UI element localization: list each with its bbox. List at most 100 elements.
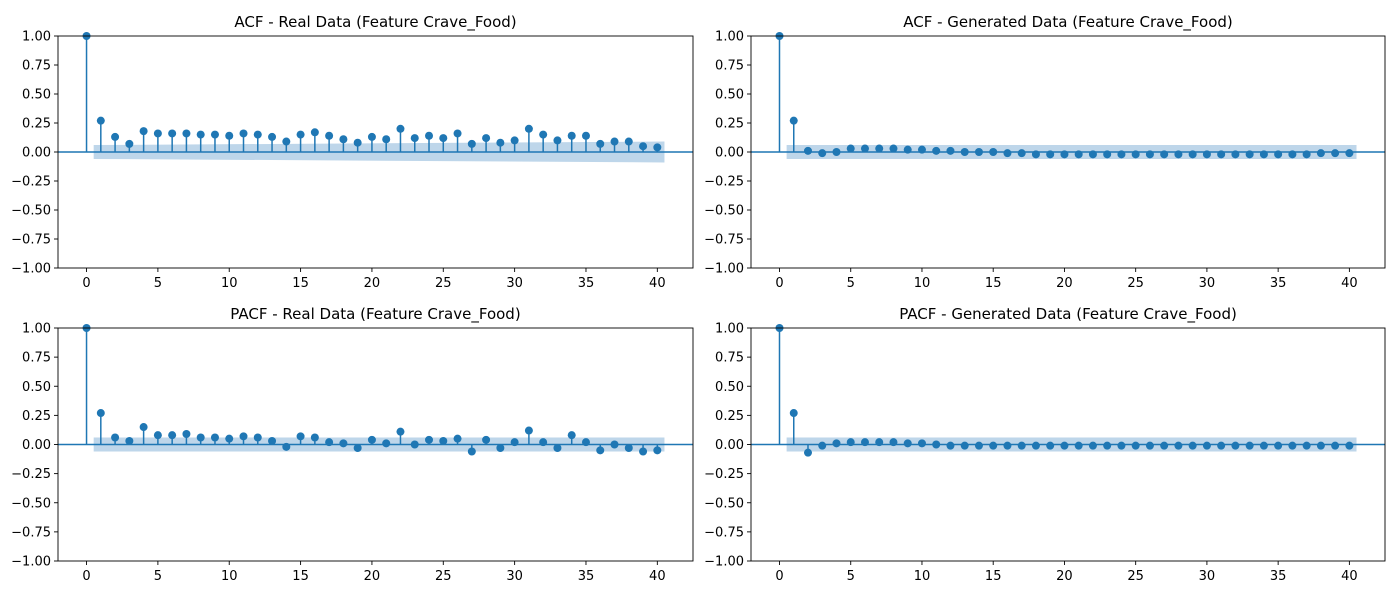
stem-marker-lag-18	[339, 135, 348, 144]
stem-marker-lag-2	[803, 448, 812, 457]
stem-marker-lag-36	[1288, 150, 1297, 159]
x-tick-label: 0	[775, 276, 783, 291]
stem-marker-lag-8	[889, 438, 898, 447]
stem-marker-lag-29	[1188, 441, 1197, 450]
stem-marker-lag-28	[1174, 441, 1183, 450]
stem-marker-lag-15	[296, 130, 305, 139]
x-tick-label: 25	[435, 276, 452, 291]
stem-marker-lag-33	[1245, 441, 1254, 450]
y-tick-label: −0.75	[704, 525, 744, 540]
y-tick-label: 0.25	[22, 409, 51, 424]
stem-marker-lag-23	[410, 440, 419, 449]
x-tick-label: 20	[364, 276, 381, 291]
stem-marker-lag-16	[310, 433, 319, 442]
stem-marker-lag-40	[1345, 441, 1354, 450]
x-tick-label: 30	[506, 569, 523, 584]
stem-marker-lag-30	[1202, 150, 1211, 159]
stem-marker-lag-24	[1117, 441, 1126, 450]
x-tick-label: 30	[1199, 276, 1216, 291]
stem-marker-lag-17	[325, 131, 334, 140]
y-tick-label: 0.25	[22, 117, 51, 132]
stem-marker-lag-6	[860, 438, 869, 447]
stem-marker-lag-12	[253, 130, 262, 139]
stem-marker-lag-35	[1274, 150, 1283, 159]
stem-marker-lag-1	[789, 409, 798, 418]
x-tick-label: 40	[649, 569, 666, 584]
stem-marker-lag-11	[932, 440, 941, 449]
stem-marker-lag-4	[832, 148, 841, 156]
stem-marker-lag-39	[639, 447, 648, 456]
y-tick-label: 0.00	[715, 438, 744, 453]
stem-marker-lag-22	[1088, 441, 1097, 450]
stem-marker-lag-25	[1131, 441, 1140, 450]
stem-marker-lag-27	[467, 139, 476, 148]
x-tick-label: 5	[847, 569, 855, 584]
stem-marker-lag-37	[610, 440, 619, 449]
y-tick-label: 1.00	[22, 30, 51, 45]
stem-marker-lag-8	[889, 144, 898, 153]
stem-marker-lag-3	[125, 437, 134, 446]
x-tick-label: 40	[649, 276, 666, 291]
stem-marker-lag-40	[653, 446, 662, 455]
stem-marker-lag-30	[1202, 441, 1211, 450]
stem-marker-lag-24	[425, 131, 434, 140]
y-tick-label: −1.00	[704, 555, 744, 570]
chart-panel-1: −1.00 −0.75 −0.50 −0.25 0.00 0.25 0.50 0.75 1.00…	[11, 13, 694, 291]
stem-marker-lag-26	[453, 129, 462, 138]
stem-marker-lag-8	[196, 130, 205, 139]
stem-marker-lag-33	[553, 136, 562, 145]
stem-marker-lag-39	[1331, 441, 1340, 450]
stem-marker-lag-32	[1231, 150, 1240, 159]
x-tick-label: 20	[1056, 569, 1073, 584]
stem-marker-lag-37	[1302, 441, 1311, 450]
stem-marker-lag-20	[1060, 441, 1069, 450]
stem-marker-lag-37	[610, 137, 619, 146]
y-tick-label: −1.00	[11, 262, 51, 277]
stem-marker-lag-16	[310, 128, 319, 137]
stem-marker-lag-26	[453, 434, 462, 443]
stem-marker-lag-31	[524, 124, 533, 133]
stem-marker-lag-25	[439, 437, 448, 446]
stem-marker-lag-16	[1003, 149, 1012, 158]
y-tick-label: −0.50	[11, 204, 51, 219]
stem-marker-lag-36	[596, 139, 605, 148]
x-tick-label: 5	[154, 276, 162, 291]
stem-marker-lag-5	[153, 129, 162, 138]
stem-marker-lag-40	[1345, 149, 1354, 158]
stem-marker-lag-13	[268, 132, 277, 141]
stem-marker-lag-19	[353, 138, 362, 147]
stem-marker-lag-15	[989, 148, 998, 156]
stem-marker-lag-21	[382, 135, 391, 144]
x-tick-label: 5	[154, 569, 162, 584]
stem-marker-lag-13	[268, 437, 277, 446]
stem-marker-lag-5	[153, 431, 162, 440]
stem-marker-lag-7	[875, 144, 884, 153]
stem-marker-lag-4	[139, 127, 148, 136]
y-tick-label: 1.00	[715, 30, 744, 45]
stem-marker-lag-27	[1160, 150, 1169, 159]
stem-marker-lag-10	[225, 434, 234, 443]
stem-marker-lag-19	[1046, 441, 1055, 450]
stem-marker-lag-27	[1160, 441, 1169, 450]
stem-marker-lag-12	[253, 433, 262, 442]
stem-marker-lag-37	[1302, 150, 1311, 159]
x-tick-label: 10	[221, 276, 238, 291]
stem-marker-lag-6	[168, 431, 177, 440]
x-tick-label: 30	[506, 276, 523, 291]
stem-marker-lag-21	[1074, 150, 1083, 159]
stem-marker-lag-18	[1031, 441, 1040, 450]
stem-marker-lag-9	[210, 433, 219, 442]
y-tick-label: −0.25	[704, 175, 744, 190]
stem-marker-lag-1	[96, 116, 105, 125]
y-tick-label: 0.75	[22, 351, 51, 366]
stem-marker-lag-20	[367, 435, 376, 444]
y-tick-label: 0.50	[22, 88, 51, 103]
y-tick-label: −0.25	[11, 467, 51, 482]
stem-marker-lag-33	[553, 443, 562, 452]
stem-marker-lag-28	[482, 134, 491, 143]
stem-marker-lag-12	[946, 146, 955, 155]
chart-title: PACF - Real Data (Feature Crave_Food)	[230, 305, 520, 324]
stem-marker-lag-10	[917, 145, 926, 154]
y-tick-label: −0.50	[11, 496, 51, 511]
